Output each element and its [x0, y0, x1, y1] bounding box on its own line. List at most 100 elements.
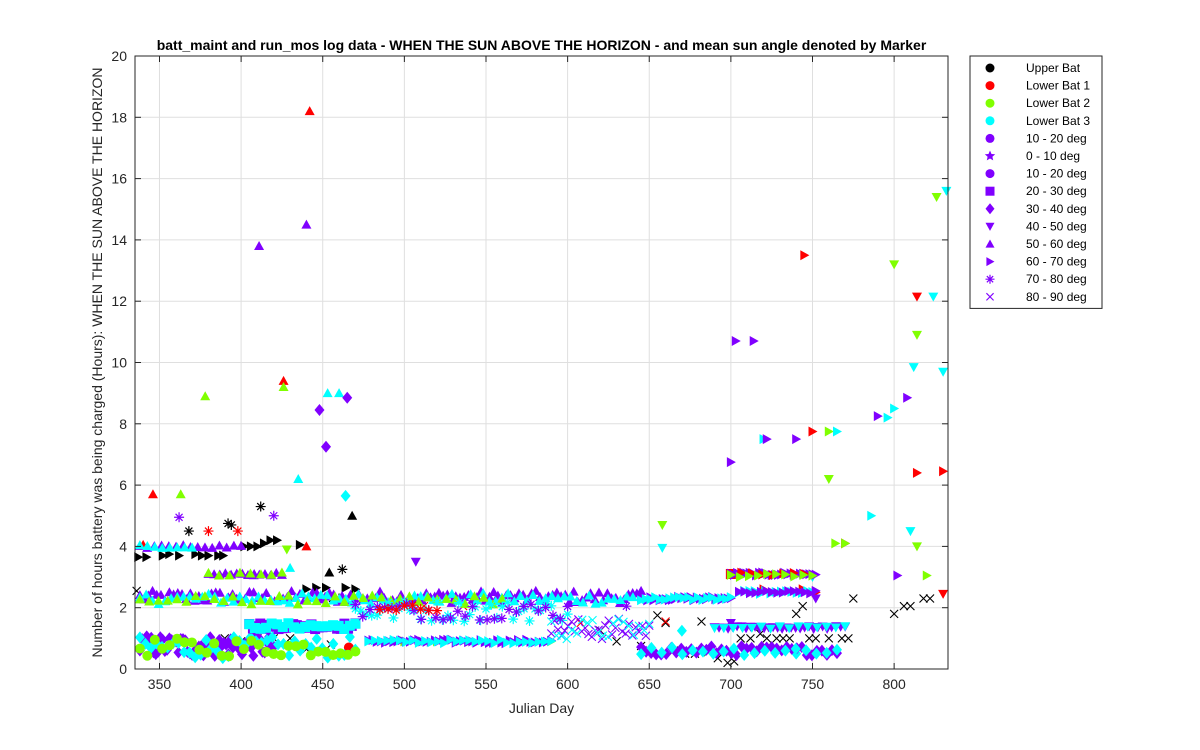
- data-point: [172, 633, 183, 644]
- data-point: [528, 589, 539, 599]
- data-point: [562, 601, 573, 612]
- legend-label: 60 - 70 deg: [1026, 255, 1087, 269]
- data-point: [157, 643, 168, 654]
- legend-label: Upper Bat: [1026, 61, 1081, 75]
- data-point: [698, 594, 708, 605]
- legend: Upper Bat Lower Bat 1 Lower Bat 2 Lower Bat…: [969, 55, 1103, 309]
- data-point: [179, 646, 190, 659]
- data-point: [348, 590, 359, 600]
- data-point: [603, 632, 613, 642]
- data-point: [376, 592, 387, 602]
- data-point: [580, 623, 590, 633]
- data-point: [883, 412, 893, 423]
- data-point: [416, 614, 427, 625]
- data-point: [496, 634, 506, 645]
- data-point: [142, 552, 152, 563]
- data-point: [676, 624, 687, 637]
- data-point: [708, 647, 719, 660]
- data-point: [497, 601, 508, 612]
- data-point: [333, 620, 344, 631]
- data-point: [297, 588, 308, 598]
- data-point: [677, 648, 688, 661]
- data-point: [584, 590, 595, 600]
- data-point: [134, 552, 144, 563]
- data-point: [560, 626, 570, 636]
- legend-marker: [985, 222, 995, 231]
- data-point: [810, 594, 821, 604]
- legend-marker: [986, 257, 995, 267]
- data-point: [655, 594, 665, 605]
- data-point: [804, 633, 814, 643]
- data-point: [577, 597, 588, 607]
- data-point: [925, 594, 935, 603]
- data-point: [938, 589, 949, 599]
- data-points: [132, 106, 952, 668]
- data-point: [893, 570, 903, 581]
- data-point: [339, 618, 350, 629]
- data-point: [908, 363, 919, 373]
- data-point: [497, 593, 508, 603]
- data-point: [477, 635, 487, 646]
- data-point: [366, 610, 377, 621]
- data-point: [806, 588, 816, 599]
- data-point: [515, 590, 526, 600]
- data-point: [587, 632, 597, 642]
- data-point: [134, 643, 145, 654]
- data-point: [482, 614, 493, 625]
- data-point: [471, 636, 481, 647]
- data-point: [377, 635, 387, 646]
- y-tick-label: 0: [119, 661, 127, 677]
- data-point: [840, 622, 851, 632]
- data-point: [350, 618, 361, 629]
- legend-marker: [985, 186, 995, 196]
- data-point: [340, 489, 351, 502]
- data-point: [480, 603, 491, 614]
- y-tick-label: 14: [111, 232, 127, 248]
- data-point: [183, 526, 194, 537]
- data-point: [266, 535, 276, 546]
- data-point: [197, 550, 207, 561]
- x-tick-label: 400: [229, 676, 253, 692]
- data-point: [627, 631, 637, 640]
- data-point: [446, 634, 456, 645]
- data-point: [639, 625, 649, 635]
- data-point: [219, 550, 229, 561]
- data-point: [322, 590, 333, 600]
- data-point: [762, 434, 772, 445]
- data-point: [372, 610, 383, 621]
- data-point: [268, 648, 279, 659]
- data-point: [203, 526, 214, 537]
- data-point: [636, 585, 647, 595]
- data-point: [200, 391, 211, 401]
- data-point: [557, 631, 566, 641]
- data-point: [364, 636, 374, 647]
- data-point: [484, 591, 495, 601]
- data-point: [660, 594, 670, 605]
- data-point: [264, 595, 275, 605]
- data-point: [314, 404, 325, 417]
- data-point: [504, 604, 515, 615]
- data-point: [228, 596, 239, 606]
- data-point: [334, 388, 345, 398]
- data-point: [808, 426, 818, 437]
- data-point: [422, 592, 433, 602]
- data-point: [370, 635, 380, 646]
- data-point: [559, 591, 570, 601]
- data-point: [564, 597, 575, 607]
- legend-marker: [985, 98, 995, 108]
- data-point: [607, 630, 617, 639]
- data-point: [735, 586, 745, 597]
- data-point: [408, 635, 418, 646]
- data-point: [646, 594, 656, 605]
- y-tick-label: 12: [111, 293, 127, 309]
- data-point: [524, 615, 535, 626]
- data-point: [433, 636, 443, 647]
- data-point: [328, 620, 339, 631]
- data-point: [224, 570, 235, 580]
- data-point: [619, 617, 628, 627]
- data-point: [790, 571, 800, 582]
- data-point: [529, 603, 540, 614]
- data-point: [707, 592, 717, 603]
- legend-label: Lower Bat 2: [1026, 96, 1090, 110]
- data-point: [547, 610, 558, 621]
